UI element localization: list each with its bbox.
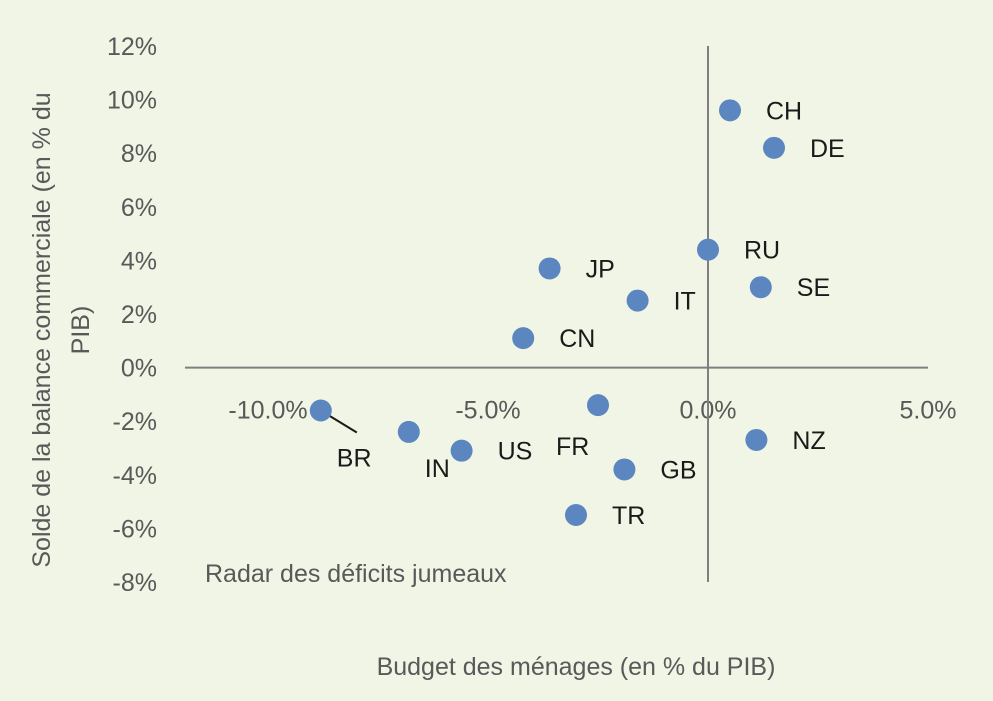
point-br [309, 399, 332, 422]
point-label-us: US [498, 438, 533, 466]
point-jp [538, 257, 561, 280]
y-tick-labels: 12% 10% 8% 6% 4% 2% 0% -2% -4% -6% -8% [107, 33, 157, 597]
chart-annotation: Radar des déficits jumeaux [205, 560, 507, 588]
point-fr [587, 394, 609, 417]
point-se [749, 276, 772, 299]
point-in [397, 420, 420, 443]
point-label-it: IT [674, 288, 696, 316]
point-cn [512, 327, 535, 350]
y-tick-label: 6% [121, 194, 157, 222]
x-tick-label: -10.0% [228, 397, 307, 425]
point-label-cn: CN [559, 325, 595, 353]
point-label-fr: FR [556, 433, 589, 461]
y-tick-label: 0% [121, 355, 157, 383]
y-tick-label: 12% [107, 33, 157, 61]
point-label-tr: TR [612, 502, 645, 530]
x-tick-labels: -10.0% -5.0% 0.0% 5.0% [228, 397, 956, 425]
y-axis-title-line-2: PIB) [67, 306, 95, 355]
point-label-ru: RU [744, 237, 780, 265]
point-label-in: IN [425, 455, 450, 483]
y-tick-label: 4% [121, 247, 157, 275]
point-ch [719, 99, 741, 122]
point-label-nz: NZ [792, 427, 825, 455]
x-tick-label: 5.0% [900, 397, 957, 425]
point-us [450, 439, 473, 462]
y-tick-label: -4% [113, 462, 157, 490]
y-tick-label: 2% [121, 301, 157, 329]
y-axis-title-line-1: Solde de la balance commerciale (en % du [28, 92, 56, 567]
point-gb [613, 458, 636, 481]
y-tick-label: -6% [113, 515, 157, 543]
point-label-jp: JP [586, 255, 615, 283]
point-nz [745, 428, 768, 451]
point-label-ch: CH [766, 97, 802, 125]
point-label-de: DE [810, 135, 845, 163]
point-tr [565, 504, 587, 526]
data-points: CH DE RU SE JP IT CN BR IN US FR GB TR NZ [309, 97, 845, 530]
point-de [763, 136, 785, 159]
x-tick-label: -5.0% [455, 397, 520, 425]
point-it [626, 289, 649, 312]
point-label-br: BR [337, 444, 372, 472]
point-label-se: SE [797, 274, 830, 302]
y-tick-label: 8% [121, 140, 157, 168]
y-tick-label: 10% [107, 87, 157, 115]
x-axis-title: Budget des ménages (en % du PIB) [377, 653, 776, 681]
y-tick-label: -2% [113, 408, 157, 436]
y-tick-label: -8% [113, 569, 157, 597]
y-axis-title: Solde de la balance commerciale (en % du… [28, 92, 95, 567]
point-ru [697, 238, 719, 261]
point-label-gb: GB [660, 456, 696, 484]
